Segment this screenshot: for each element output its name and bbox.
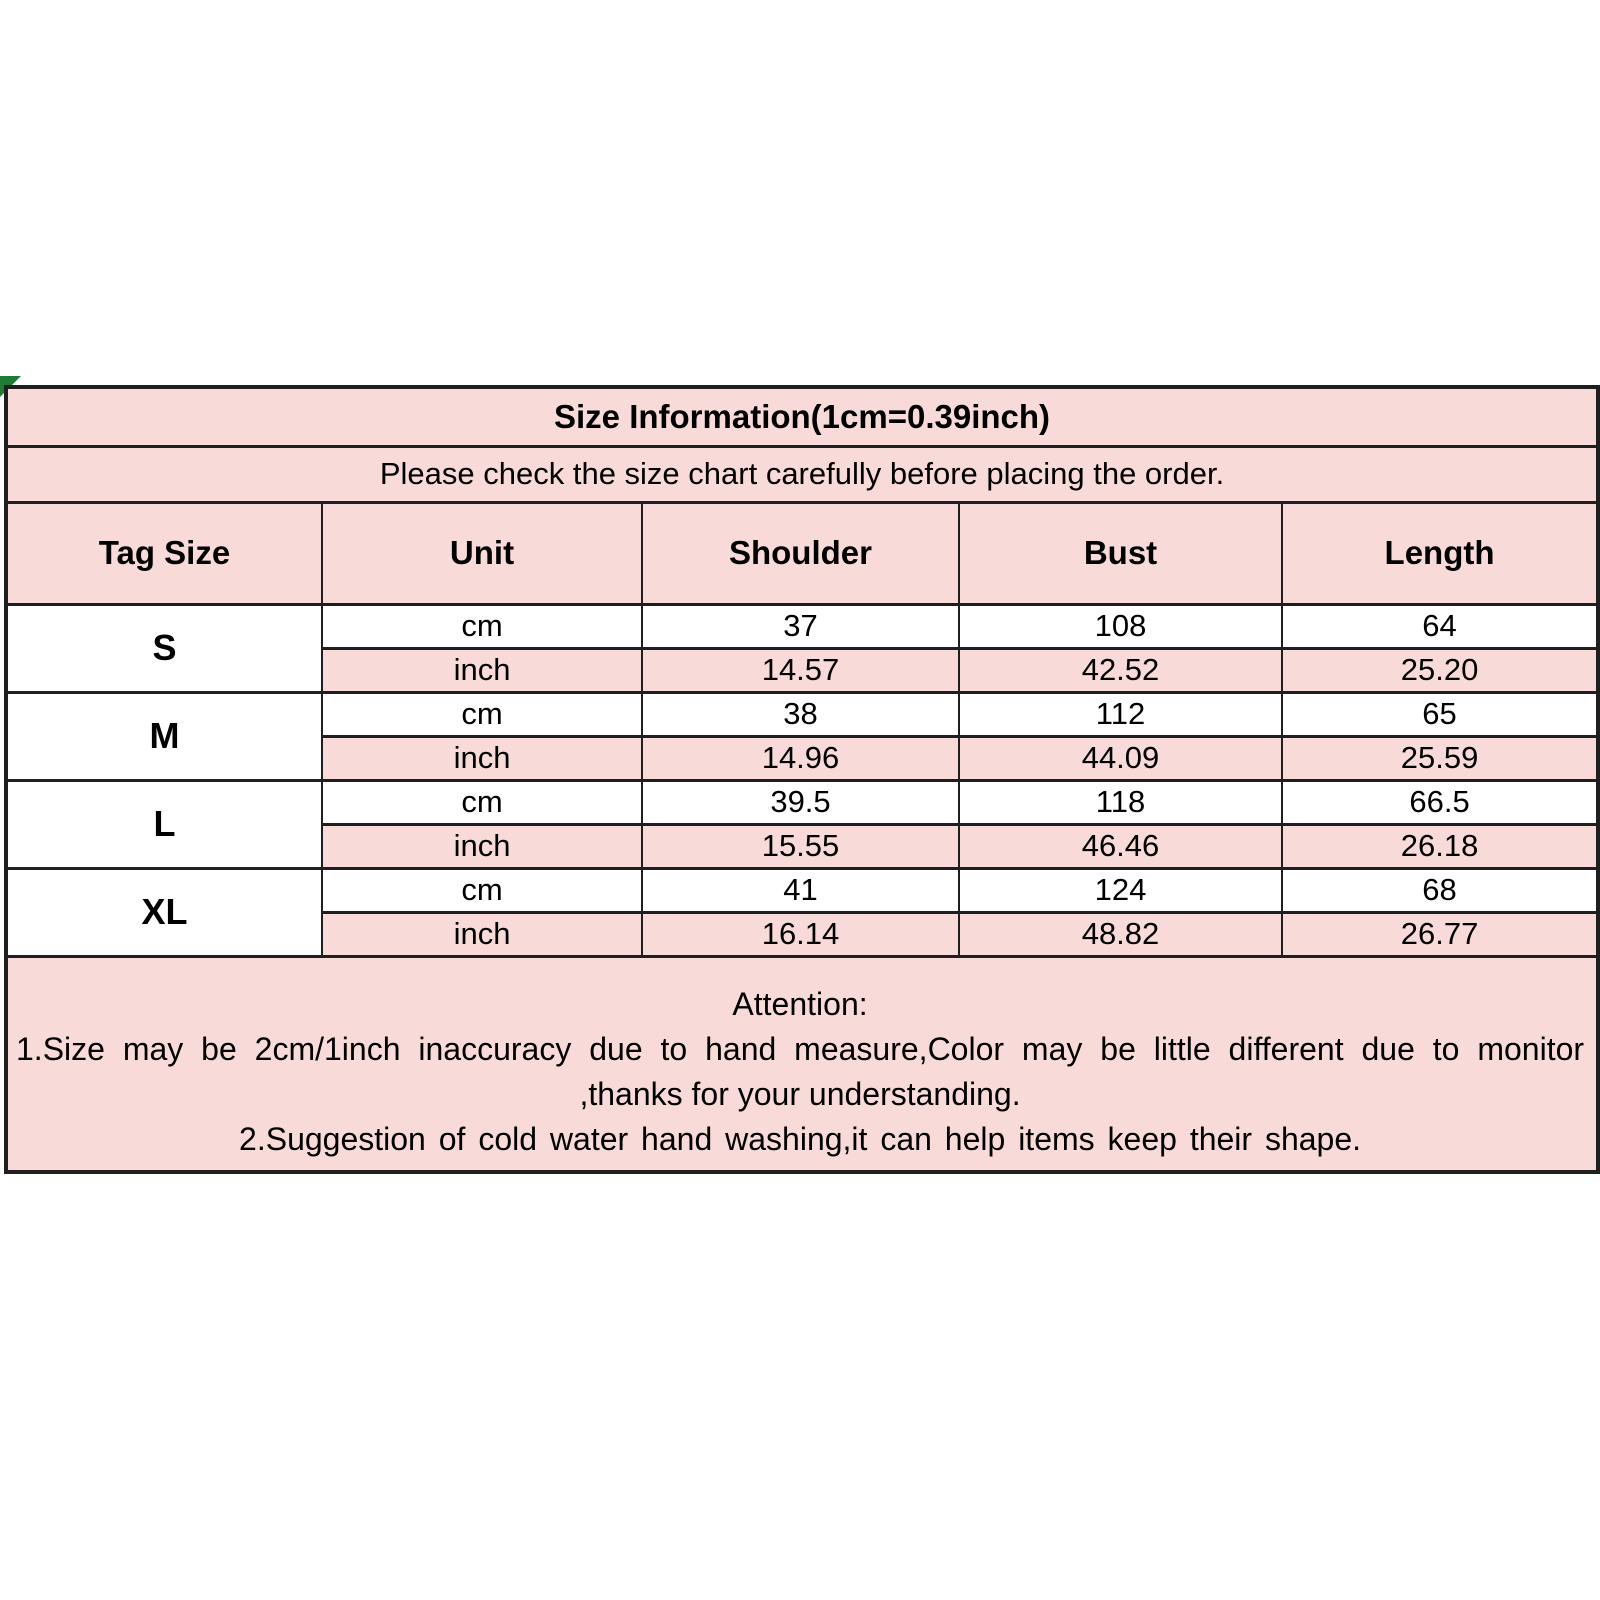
bust-inch-value: 42.52 <box>958 646 1283 694</box>
table-title: Size Information(1cm=0.39inch) <box>4 385 1600 448</box>
table-row-m-inch: inch 14.96 44.09 25.59 <box>6 734 1600 782</box>
unit-cell-inch: inch <box>321 734 643 782</box>
table-subtitle: Please check the size chart carefully be… <box>4 444 1600 504</box>
column-header-shoulder: Shoulder <box>641 500 960 606</box>
unit-cell-inch: inch <box>321 822 643 870</box>
size-label-m: M <box>5 690 323 782</box>
column-header-row: Tag Size Unit Shoulder Bust Length <box>5 500 1600 606</box>
table-row-xl-cm: XL cm 41 124 68 <box>5 866 1600 958</box>
length-inch-value: 26.18 <box>1280 822 1600 870</box>
length-cm-value: 68 <box>1280 866 1600 914</box>
table-row-l-inch: inch 15.55 46.46 26.18 <box>6 822 1600 870</box>
unit-cell-inch: inch <box>321 910 643 958</box>
subtitle-row: Please check the size chart carefully be… <box>4 444 1600 504</box>
unit-cell-cm: cm <box>321 690 643 738</box>
size-chart-table: Size Information(1cm=0.39inch) Please ch… <box>4 385 1600 1174</box>
size-label-xl: XL <box>5 866 323 958</box>
bust-inch-value: 48.82 <box>958 910 1283 958</box>
shoulder-cm-value: 37 <box>641 602 960 650</box>
shoulder-inch-value: 16.14 <box>641 910 960 958</box>
bust-cm-value: 108 <box>958 602 1283 650</box>
unit-cell-inch: inch <box>321 646 643 694</box>
length-cm-value: 64 <box>1280 602 1600 650</box>
length-cm-value: 65 <box>1280 690 1600 738</box>
bust-inch-value: 44.09 <box>958 734 1283 782</box>
column-header-bust: Bust <box>958 500 1283 606</box>
bust-inch-value: 46.46 <box>958 822 1283 870</box>
length-inch-value: 26.77 <box>1280 910 1600 958</box>
table-row-xl-inch: inch 16.14 48.82 26.77 <box>6 910 1600 958</box>
shoulder-cm-value: 39.5 <box>641 778 960 826</box>
attention-heading: Attention: <box>732 985 868 1022</box>
shoulder-cm-value: 38 <box>641 690 960 738</box>
table-row-l-cm: L cm 39.5 118 66.5 <box>5 778 1600 870</box>
unit-cell-cm: cm <box>321 866 643 914</box>
bust-cm-value: 112 <box>958 690 1283 738</box>
attention-note-2: 2.Suggestion of cold water hand washing,… <box>239 1120 1362 1157</box>
bust-cm-value: 118 <box>958 778 1283 826</box>
column-header-tag-size: Tag Size <box>5 500 323 606</box>
column-header-length: Length <box>1280 500 1600 606</box>
table-row-s-cm: S cm 37 108 64 <box>5 602 1600 694</box>
attention-block: Attention: 1.Size may be 2cm/1inch inacc… <box>4 954 1600 1173</box>
shoulder-inch-value: 14.57 <box>641 646 960 694</box>
attention-row: Attention: 1.Size may be 2cm/1inch inacc… <box>4 954 1600 1173</box>
shoulder-inch-value: 15.55 <box>641 822 960 870</box>
attention-note-1-continued: ,thanks for your understanding. <box>579 1075 1021 1112</box>
length-cm-value: 66.5 <box>1280 778 1600 826</box>
table-row-m-cm: M cm 38 112 65 <box>5 690 1600 782</box>
size-label-l: L <box>5 778 323 870</box>
shoulder-inch-value: 14.96 <box>641 734 960 782</box>
shoulder-cm-value: 41 <box>641 866 960 914</box>
unit-cell-cm: cm <box>321 778 643 826</box>
bust-cm-value: 124 <box>958 866 1283 914</box>
size-label-s: S <box>5 602 323 694</box>
length-inch-value: 25.20 <box>1280 646 1600 694</box>
column-header-unit: Unit <box>321 500 643 606</box>
length-inch-value: 25.59 <box>1280 734 1600 782</box>
unit-cell-cm: cm <box>321 602 643 650</box>
attention-note-1: 1.Size may be 2cm/1inch inaccuracy due t… <box>16 1030 1585 1067</box>
title-row: Size Information(1cm=0.39inch) <box>4 385 1600 448</box>
table-row-s-inch: inch 14.57 42.52 25.20 <box>6 646 1600 694</box>
